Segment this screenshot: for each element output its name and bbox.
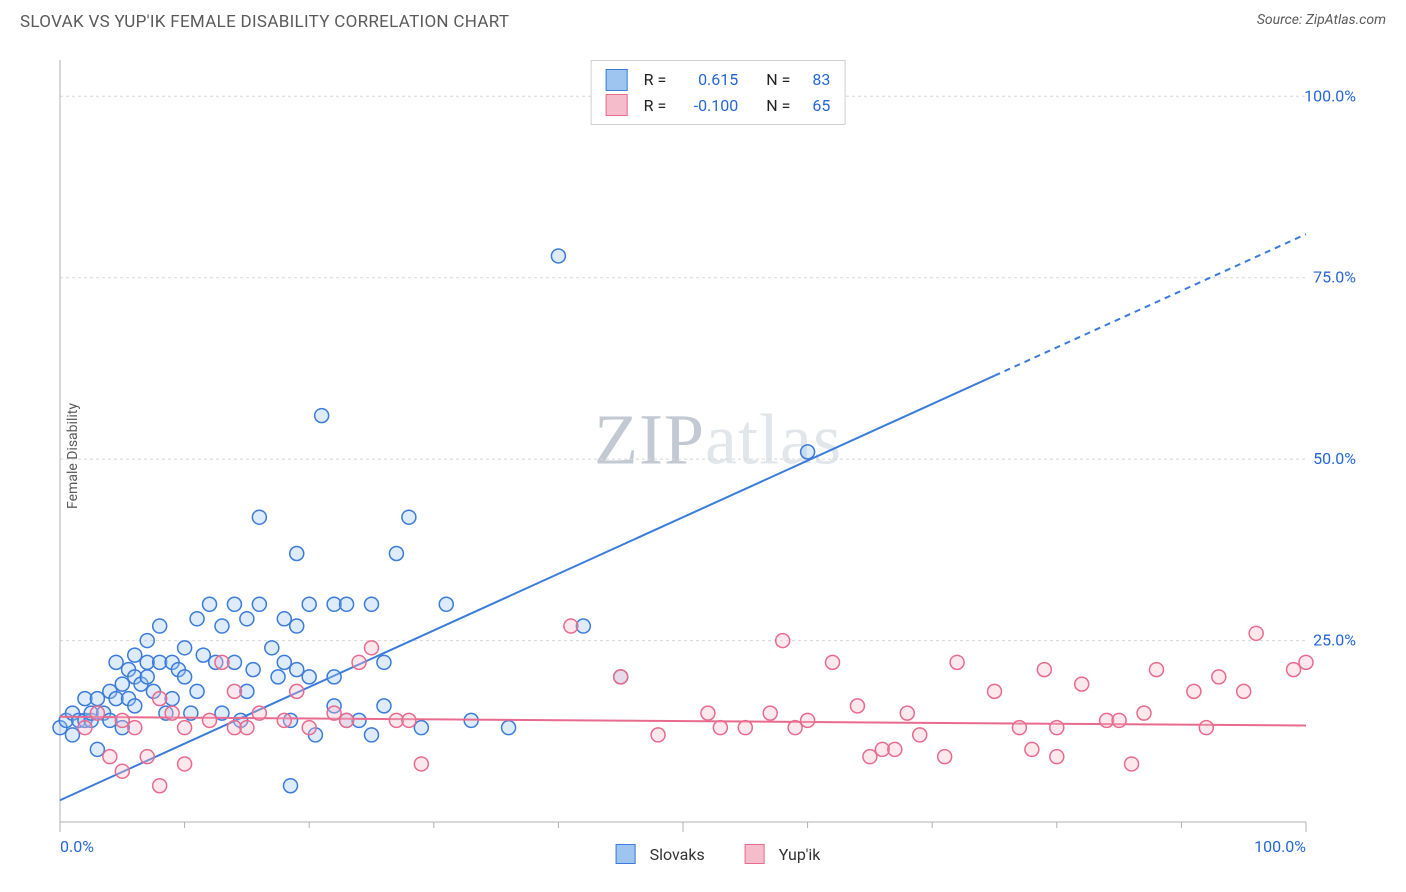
stat-n-label: N = [766,93,790,119]
legend-swatch [606,69,628,91]
svg-text:0.0%: 0.0% [60,837,94,856]
source-attribution: Source: ZipAtlas.com [1257,12,1386,28]
legend-label: Yup'ik [779,845,821,864]
stat-r-label: R = [644,67,667,93]
chart-container: Female Disability ZIPatlas 25.0%50.0%75.… [50,50,1386,862]
stat-n-value: 83 [800,67,830,93]
stat-r-value: 0.615 [676,67,738,93]
svg-text:100.0%: 100.0% [1304,86,1356,105]
header: SLOVAK VS YUP'IK FEMALE DISABILITY CORRE… [0,0,1406,40]
legend-item: Slovaks [616,844,705,864]
legend-swatch [745,844,765,864]
svg-text:75.0%: 75.0% [1313,268,1356,287]
legend-item: Yup'ik [745,844,821,864]
chart-title: SLOVAK VS YUP'IK FEMALE DISABILITY CORRE… [20,12,509,32]
stats-row: R = -0.100 N = 65 [606,93,831,119]
svg-text:50.0%: 50.0% [1313,449,1356,468]
series-legend: Slovaks Yup'ik [616,844,821,864]
legend-label: Slovaks [650,845,705,864]
stat-n-value: 65 [800,93,830,119]
legend-swatch [606,94,628,116]
stats-row: R = 0.615 N = 83 [606,67,831,93]
svg-text:25.0%: 25.0% [1313,631,1356,650]
scatter-plot: 25.0% 50.0% 75.0% 100.0% 0.0% 100.0% [50,50,1386,862]
stat-r-label: R = [644,93,667,119]
legend-swatch [616,844,636,864]
stat-n-label: N = [766,67,790,93]
stat-r-value: -0.100 [676,93,738,119]
stats-legend: R = 0.615 N = 83 R = -0.100 N = 65 [591,60,846,125]
svg-text:100.0%: 100.0% [1254,837,1306,856]
